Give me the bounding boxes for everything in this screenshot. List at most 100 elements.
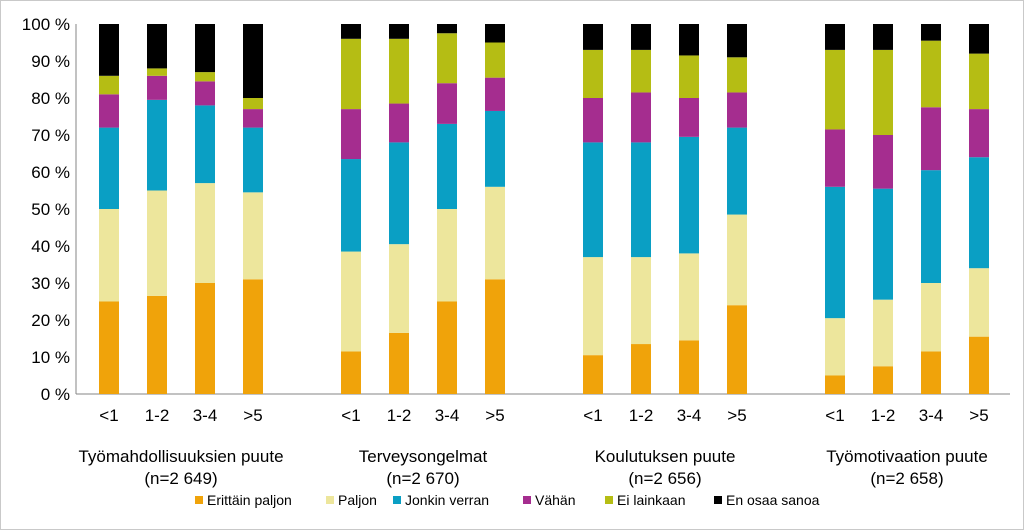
group-n-label: (n=2 658) <box>870 469 943 488</box>
y-tick-label: 0 % <box>41 385 70 404</box>
bar-segment <box>99 94 119 128</box>
bar-segment <box>485 42 505 78</box>
bar-segment <box>631 257 651 345</box>
bar-segment <box>873 135 893 189</box>
bar-segment <box>99 24 119 76</box>
y-tick-label: 90 % <box>31 52 70 71</box>
legend-swatch <box>714 496 722 504</box>
bar-segment <box>679 55 699 98</box>
bar-segment <box>873 366 893 394</box>
group-label: Koulutuksen puute <box>595 447 736 466</box>
bar-segment <box>727 127 747 215</box>
bar-segment <box>341 109 361 160</box>
group-label: Terveysongelmat <box>359 447 488 466</box>
legend-swatch <box>393 496 401 504</box>
x-tick-label: 3-4 <box>919 406 944 425</box>
x-tick-label: 1-2 <box>145 406 170 425</box>
bar-segment <box>485 279 505 394</box>
bar-segment <box>389 142 409 245</box>
x-tick-label: <1 <box>341 406 360 425</box>
bar-segment <box>873 299 893 367</box>
bar-segment <box>243 98 263 110</box>
legend-label: En osaa sanoa <box>726 492 820 508</box>
bar-segment <box>969 24 989 54</box>
bar-segment <box>969 336 989 394</box>
bar-segment <box>631 49 651 93</box>
bar-segment <box>243 109 263 128</box>
bar-segment <box>825 24 845 50</box>
bar-segment <box>921 170 941 283</box>
bar-segment <box>147 295 167 394</box>
bar-segment <box>389 38 409 104</box>
bar-segment <box>825 49 845 130</box>
bar-segment <box>825 129 845 187</box>
bar-segment <box>341 159 361 252</box>
x-tick-label: >5 <box>727 406 746 425</box>
bar-segment <box>825 375 845 394</box>
bar-segment <box>727 24 747 58</box>
bar-segment <box>147 24 167 69</box>
group-n-label: (n=2 656) <box>628 469 701 488</box>
x-tick-label: 1-2 <box>387 406 412 425</box>
bar-segment <box>921 283 941 352</box>
bar-segment <box>99 75 119 95</box>
bar-segment <box>679 253 699 341</box>
bar-segment <box>631 92 651 143</box>
y-tick-label: 50 % <box>31 200 70 219</box>
y-tick-label: 30 % <box>31 274 70 293</box>
legend-label: Erittäin paljon <box>207 492 292 508</box>
bar-segment <box>679 24 699 56</box>
bar-segment <box>437 209 457 302</box>
x-tick-label: >5 <box>485 406 504 425</box>
bar-segment <box>195 183 215 283</box>
y-tick-label: 10 % <box>31 348 70 367</box>
bar-segment <box>825 318 845 376</box>
legend-label: Jonkin verran <box>405 492 489 508</box>
bar-segment <box>679 136 699 254</box>
bar-segment <box>195 105 215 184</box>
legend-swatch <box>605 496 613 504</box>
bar-segment <box>485 110 505 187</box>
bar-segment <box>485 24 505 43</box>
bar-segment <box>727 305 747 394</box>
bar-segment <box>631 344 651 394</box>
bar-segment <box>969 268 989 337</box>
bar-segment <box>147 99 167 191</box>
group-n-label: (n=2 670) <box>386 469 459 488</box>
y-tick-label: 70 % <box>31 126 70 145</box>
bar-segment <box>389 24 409 39</box>
bar-segment <box>341 38 361 110</box>
x-tick-label: 3-4 <box>435 406 460 425</box>
bar-segment <box>583 142 603 258</box>
bar-segment <box>727 92 747 128</box>
legend-swatch <box>523 496 531 504</box>
bar-segment <box>389 244 409 333</box>
bar-segment <box>147 75 167 100</box>
bar-segment <box>195 24 215 73</box>
x-tick-label: 3-4 <box>193 406 218 425</box>
bar-segment <box>341 251 361 352</box>
bar-segment <box>825 186 845 319</box>
bar-segment <box>389 332 409 394</box>
bar-segment <box>727 57 747 93</box>
x-tick-label: >5 <box>969 406 988 425</box>
bar-segment <box>969 157 989 269</box>
x-tick-label: <1 <box>583 406 602 425</box>
bar-segment <box>969 109 989 158</box>
bar-segment <box>243 192 263 280</box>
bar-segment <box>679 340 699 394</box>
bar-segment <box>679 98 699 137</box>
y-tick-label: 100 % <box>22 15 70 34</box>
bar-segment <box>631 24 651 50</box>
bar-segment <box>195 81 215 106</box>
bar-segment <box>727 214 747 306</box>
bar-segment <box>99 209 119 302</box>
bar-segment <box>243 24 263 98</box>
bar-segment <box>485 186 505 280</box>
bar-segment <box>583 24 603 50</box>
group-n-label: (n=2 649) <box>144 469 217 488</box>
x-tick-label: <1 <box>825 406 844 425</box>
bar-segment <box>99 301 119 394</box>
x-tick-label: 1-2 <box>871 406 896 425</box>
